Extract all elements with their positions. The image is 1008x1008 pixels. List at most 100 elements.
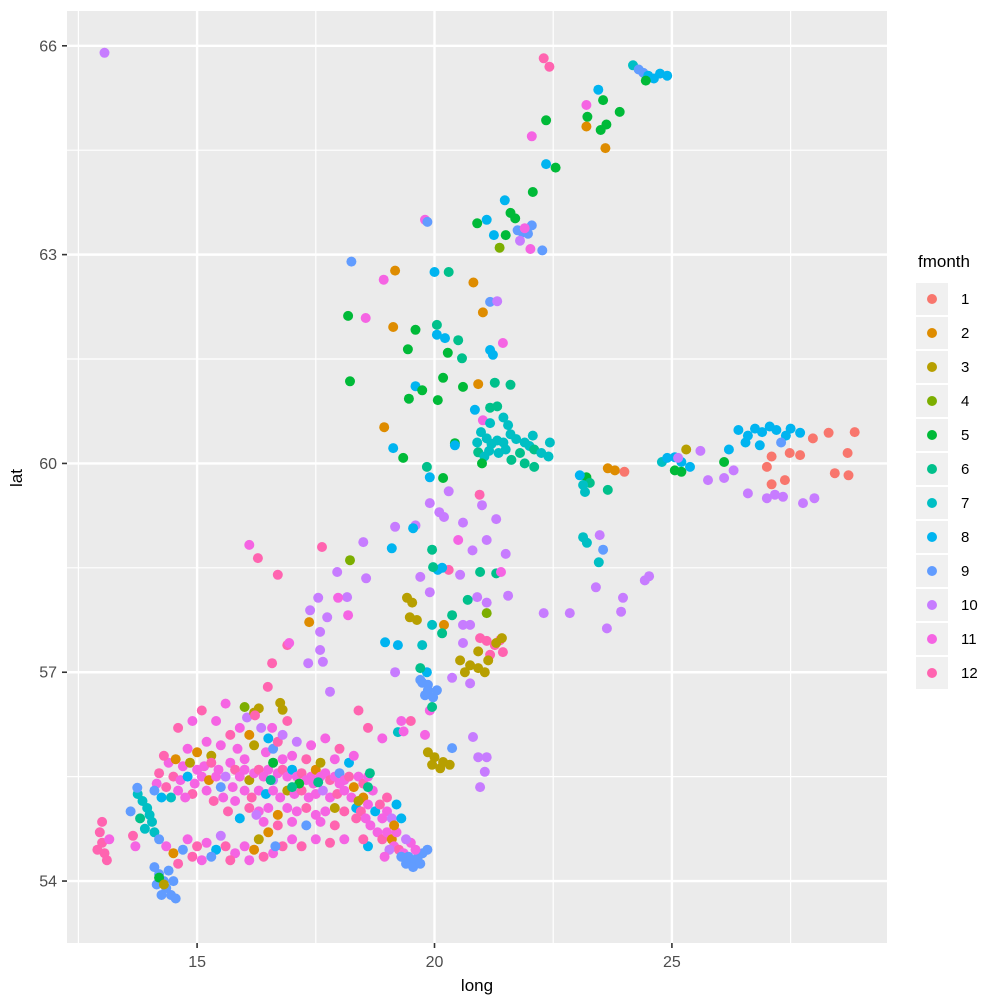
data-point xyxy=(345,376,355,387)
data-point xyxy=(256,722,267,733)
data-point xyxy=(149,827,160,838)
data-point xyxy=(784,448,795,458)
data-point xyxy=(519,223,530,234)
data-point xyxy=(429,267,440,277)
data-point xyxy=(149,862,160,873)
legend: fmonth 1 2 3 4 5 6 7 8 9 10 11 12 xyxy=(916,252,1008,690)
data-point xyxy=(417,385,428,396)
data-point xyxy=(192,841,203,852)
data-point xyxy=(135,813,146,824)
data-point xyxy=(440,333,450,344)
data-point xyxy=(239,702,250,712)
data-point xyxy=(206,757,217,768)
data-point xyxy=(396,851,407,862)
data-point xyxy=(317,785,328,796)
data-point xyxy=(180,792,191,803)
data-point xyxy=(415,674,426,685)
data-point xyxy=(234,722,245,733)
data-point xyxy=(401,834,411,845)
data-point xyxy=(343,310,354,321)
legend-dot-icon xyxy=(927,328,937,338)
data-point xyxy=(388,443,399,454)
data-point xyxy=(415,663,426,674)
data-point xyxy=(211,716,222,726)
data-point xyxy=(489,377,500,388)
data-point xyxy=(771,425,782,435)
data-point xyxy=(291,806,302,817)
data-point xyxy=(447,743,458,754)
legend-key xyxy=(916,555,948,587)
data-point xyxy=(483,655,494,666)
data-point xyxy=(317,656,328,667)
legend-label: 10 xyxy=(961,596,978,614)
data-point xyxy=(379,422,390,433)
data-point xyxy=(334,778,345,789)
legend-entry-5: 5 xyxy=(916,418,1008,452)
data-point xyxy=(719,457,730,467)
data-point xyxy=(476,427,486,438)
y-tick-label: 63 xyxy=(39,247,57,264)
data-point xyxy=(594,530,605,541)
data-point xyxy=(282,803,293,813)
legend-entry-10: 10 xyxy=(916,588,1008,622)
data-point xyxy=(598,544,609,555)
data-point xyxy=(315,645,326,655)
data-point xyxy=(498,412,509,423)
data-point xyxy=(593,557,604,568)
data-point xyxy=(477,307,488,318)
data-point xyxy=(284,638,295,648)
legend-dot-icon xyxy=(927,532,937,542)
data-point xyxy=(481,608,492,619)
data-point xyxy=(270,841,281,852)
data-point xyxy=(526,131,537,142)
data-point xyxy=(458,619,468,630)
data-point xyxy=(339,806,350,817)
data-point xyxy=(177,844,188,855)
data-point xyxy=(310,809,321,820)
legend-key xyxy=(916,453,948,485)
data-point xyxy=(249,844,260,855)
data-point xyxy=(315,816,326,827)
data-point xyxy=(467,545,478,556)
data-point xyxy=(225,757,236,768)
data-point xyxy=(602,484,613,495)
legend-key xyxy=(916,351,948,383)
data-point xyxy=(358,834,369,845)
data-point xyxy=(431,329,442,340)
data-point xyxy=(182,743,193,754)
data-point xyxy=(472,592,483,603)
data-point xyxy=(422,679,433,690)
data-point xyxy=(580,487,590,497)
data-point xyxy=(156,792,167,803)
data-point xyxy=(538,53,549,64)
data-point xyxy=(389,820,400,831)
data-point xyxy=(740,437,751,448)
legend-label: 1 xyxy=(961,290,970,308)
data-point xyxy=(481,214,492,225)
data-point xyxy=(291,736,302,747)
data-point xyxy=(842,448,853,458)
data-point xyxy=(757,427,768,438)
y-tick-label: 54 xyxy=(39,874,57,891)
data-point xyxy=(384,844,395,855)
data-point xyxy=(415,858,426,869)
data-point xyxy=(277,754,288,765)
data-point xyxy=(766,451,777,462)
data-point xyxy=(242,712,252,723)
data-point xyxy=(355,806,366,817)
data-point xyxy=(130,841,141,852)
legend-label: 6 xyxy=(961,460,970,478)
data-point xyxy=(187,851,198,862)
data-point xyxy=(424,498,435,509)
data-point xyxy=(849,427,860,438)
legend-key xyxy=(916,521,948,553)
data-point xyxy=(147,816,157,827)
data-point xyxy=(481,597,492,608)
legend-entry-1: 1 xyxy=(916,282,1008,316)
data-point xyxy=(474,489,485,500)
data-point xyxy=(754,440,765,451)
legend-entry-4: 4 xyxy=(916,384,1008,418)
data-point xyxy=(161,841,172,852)
data-point xyxy=(382,806,392,817)
data-point xyxy=(809,493,820,504)
